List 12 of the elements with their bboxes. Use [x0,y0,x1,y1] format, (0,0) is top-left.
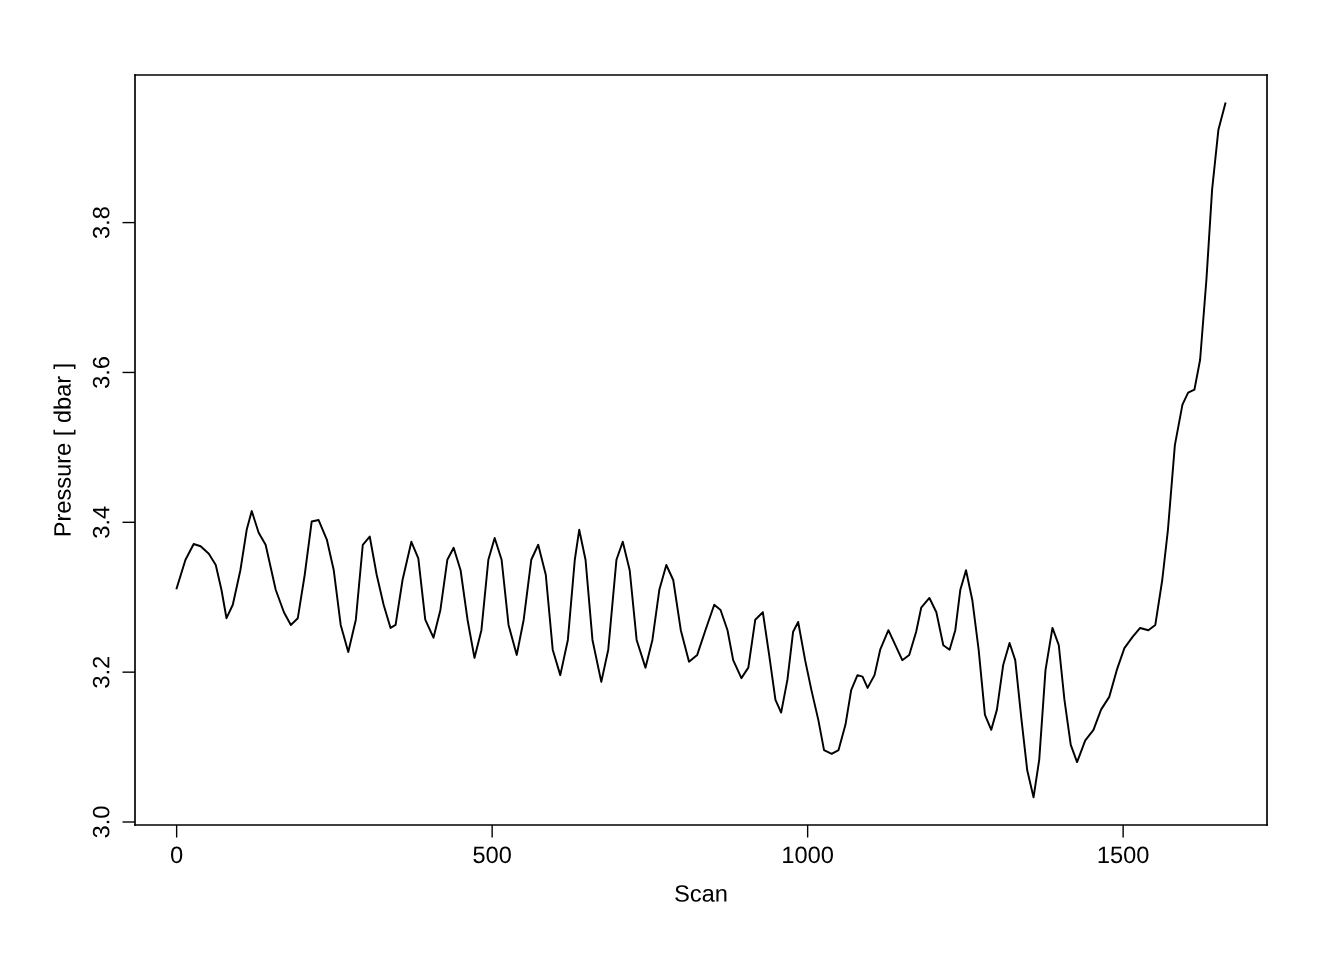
y-axis-title: Pressure [ dbar ] [53,364,76,536]
line-series [175,102,1227,799]
x-tick-label: 500 [473,846,511,864]
y-tick-label: 3.4 [92,506,110,538]
x-tick-label: 1500 [1098,846,1149,864]
x-axis-title: Scan [675,885,727,902]
y-tick-label: 3.8 [92,207,110,239]
x-tick-label: 0 [171,846,183,864]
x-tick-label: 1000 [783,846,833,864]
y-tick-label: 3.0 [92,806,110,838]
y-tick-label: 3.6 [92,357,110,388]
y-tick-label: 3.2 [92,656,110,688]
